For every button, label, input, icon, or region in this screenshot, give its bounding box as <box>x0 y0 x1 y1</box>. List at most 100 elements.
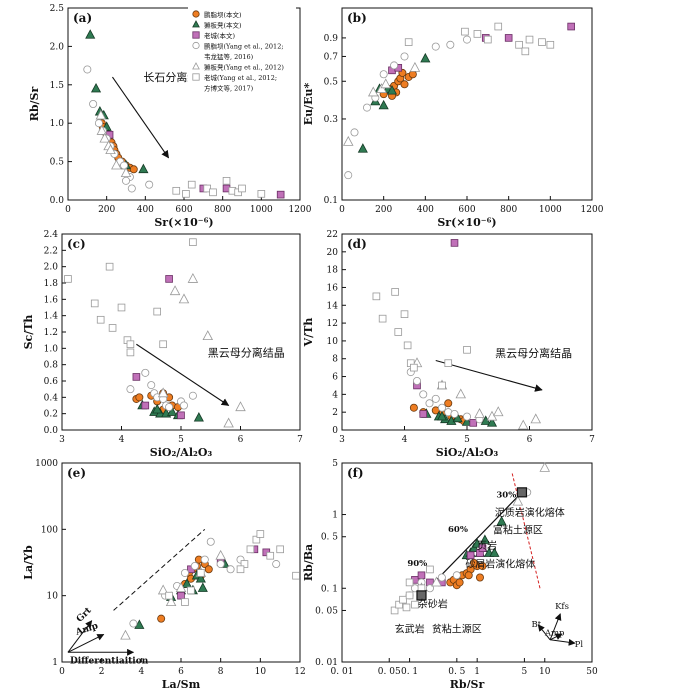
y-tick-label: 1000 <box>35 459 58 469</box>
data-point-tri_open <box>376 83 387 93</box>
x-tick-label: 0 <box>65 205 71 215</box>
y-tick-label: 0.8 <box>44 361 59 371</box>
panel-label: (a) <box>73 11 92 25</box>
data-point-circle_open <box>390 61 399 70</box>
x-tick-label: 600 <box>175 205 192 215</box>
data-point-circle_open <box>362 103 371 112</box>
data-point-tri_open <box>157 584 169 595</box>
x-tick-label: 0. 5 <box>448 667 465 677</box>
legend-entry: 獭板凳(本文) <box>204 21 242 30</box>
data-point-sq_open <box>189 238 197 246</box>
y-tick-label: 6 <box>332 373 338 383</box>
data-point-green <box>479 534 490 544</box>
legend-entry: 方博文等, 2017) <box>204 84 254 93</box>
data-point-purple <box>504 34 513 42</box>
x-tick-label: 10 <box>255 667 267 677</box>
data-point-circle_open <box>147 381 156 390</box>
y-tick-label: 1 <box>332 511 338 521</box>
data-point-tri_open <box>235 401 246 412</box>
x-tick-label: 1200 <box>581 205 604 215</box>
field-label: 玄武岩 <box>395 623 425 636</box>
legend-marker-green <box>192 20 200 28</box>
endmember-marker <box>416 590 427 601</box>
data-point-orange <box>204 565 213 574</box>
data-point-sq_open <box>117 303 126 312</box>
data-point-green <box>357 143 368 153</box>
x-tick-label: 600 <box>458 205 475 215</box>
data-point-sq_open <box>276 545 284 554</box>
data-point-sq_open <box>222 176 231 185</box>
data-point-sq_open <box>444 359 453 367</box>
data-point-circle_open <box>216 560 225 569</box>
data-point-sq_open <box>400 310 409 318</box>
data-point-sq_open <box>126 348 135 357</box>
y-tick-label: 4 <box>332 390 338 400</box>
data-point-orange <box>475 573 484 582</box>
vector-label: Amp <box>74 621 100 638</box>
data-point-purple <box>450 239 459 247</box>
data-point-sq_open <box>411 600 419 609</box>
data-point-circle_open <box>200 555 209 564</box>
x-tick-label: 400 <box>137 205 154 215</box>
y-axis-label: Sc/Th <box>22 315 35 350</box>
data-point-tri_open <box>105 144 116 155</box>
data-point-tri_open <box>165 596 177 607</box>
x-tick-label: 1 <box>474 667 480 677</box>
data-point-sq_open <box>105 262 114 271</box>
data-point-sq_open <box>252 535 261 544</box>
data-point-sq_open <box>404 38 413 46</box>
data-point-tri_open <box>455 388 467 399</box>
panel-label: (c) <box>67 237 86 251</box>
data-point-sq_open <box>108 324 117 332</box>
legend-marker-purple <box>192 31 200 39</box>
data-point-green <box>193 412 204 422</box>
data-point-sq_open <box>64 275 72 283</box>
data-point-circle_open <box>400 52 409 61</box>
y-tick-label: 0 <box>332 426 338 436</box>
data-point-circle_open <box>462 412 471 421</box>
data-point-orange <box>409 403 418 412</box>
data-point-purple <box>177 591 185 600</box>
x-tick-label: 0. 05 <box>378 667 401 677</box>
x-axis-label: SiO₂/Al₂O₃ <box>436 446 499 459</box>
data-point-sq_open <box>484 35 492 44</box>
y-tick-label: 20 <box>327 248 339 258</box>
data-point-circle_open <box>145 180 154 189</box>
data-point-circle_open <box>180 568 189 577</box>
plot-frame <box>341 462 593 663</box>
y-tick-label: 1.2 <box>44 328 58 338</box>
x-tick-label: 4 <box>402 435 408 445</box>
trend-arrow <box>136 343 230 406</box>
legend-entry: 韦龙猛等, 2016) <box>204 52 254 61</box>
x-axis-label: Rb/Sr <box>450 678 485 688</box>
data-point-tri_open <box>431 576 442 587</box>
data-point-purple <box>419 410 428 418</box>
x-tick-label: 1200 <box>289 205 312 215</box>
data-point-sq_open <box>126 340 135 349</box>
data-point-circle_open <box>425 399 434 408</box>
x-axis-label: Sr(×10⁻⁶) <box>437 216 496 229</box>
y-tick-label: 1.0 <box>44 344 59 354</box>
legend-marker-circle_open <box>192 41 200 50</box>
data-point-orange <box>129 165 138 174</box>
x-tick-label: 6 <box>527 435 533 445</box>
data-point-sq_open <box>172 186 181 195</box>
data-point-green <box>386 85 398 95</box>
data-point-purple <box>469 419 478 427</box>
data-point-tri_open <box>157 387 169 398</box>
percent-label: 30% <box>496 491 516 501</box>
y-tick-label: 0. 01 <box>315 658 338 668</box>
data-point-tri_open <box>530 413 542 424</box>
y-tick-label: 100 <box>41 525 58 535</box>
data-point-tri_open <box>120 629 131 640</box>
data-point-green <box>138 163 149 174</box>
y-tick-label: 0. 1 <box>321 584 338 594</box>
data-point-circle_open <box>126 385 135 394</box>
legend-entry: 獭板凳(Yang et al., 2012) <box>204 63 284 72</box>
data-point-purple <box>177 411 185 420</box>
data-point-sq_open <box>90 299 99 308</box>
x-tick-label: 400 <box>417 205 434 215</box>
y-tick-label: 16 <box>327 283 339 293</box>
data-point-green <box>90 82 102 93</box>
data-point-tri_open <box>409 61 421 72</box>
